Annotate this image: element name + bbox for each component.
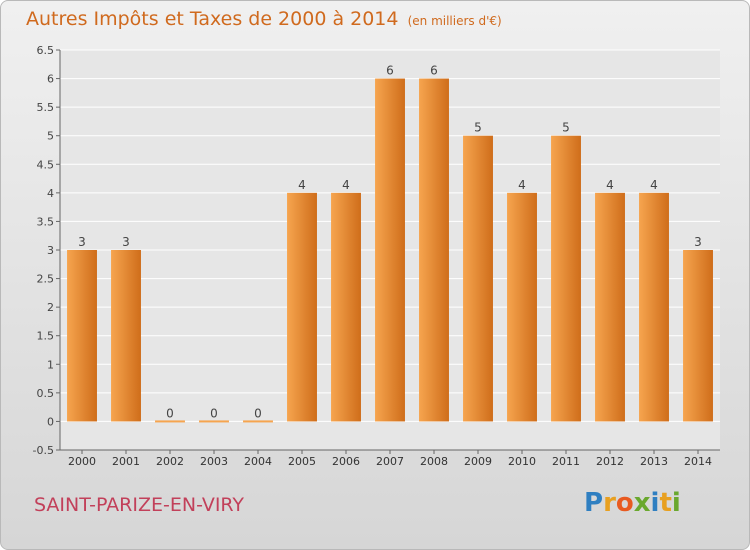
bar-value-label: 4 [342,178,350,192]
x-tick-label: 2012 [596,455,624,468]
y-tick-label: 1.5 [37,330,55,343]
bar [375,78,405,422]
bar-value-label: 0 [210,406,218,420]
bar [419,78,449,422]
bar-value-label: 4 [518,178,526,192]
x-tick-label: 2003 [200,455,228,468]
bar [199,420,229,423]
bar-value-label: 3 [122,235,130,249]
bar-value-label: 3 [78,235,86,249]
bar-value-label: 4 [650,178,658,192]
x-tick-label: 2008 [420,455,448,468]
x-tick-label: 2014 [684,455,712,468]
logo-letter: i [671,488,681,518]
bar-value-label: 0 [254,406,262,420]
bar-value-label: 4 [606,178,614,192]
logo-letter: o [615,488,634,518]
x-tick-label: 2002 [156,455,184,468]
bar [331,192,361,422]
logo-letter: r [603,488,616,518]
bar [551,135,581,422]
bar [155,420,185,423]
bar [243,420,273,423]
bar-layer [67,78,713,423]
chart-title-block: Autres Impôts et Taxes de 2000 à 2014 (e… [26,8,502,30]
logo-letter: i [650,488,660,518]
bar-value-label: 5 [474,121,482,135]
x-tick-label: 2007 [376,455,404,468]
bar [595,192,625,422]
logo-letter: t [659,488,672,518]
y-tick-label: 5.5 [37,101,55,114]
bar [639,192,669,422]
x-tick-label: 2005 [288,455,316,468]
x-tick-label: 2004 [244,455,272,468]
bar-value-label: 4 [298,178,306,192]
x-tick-label: 2001 [112,455,140,468]
proxiti-logo[interactable]: Proxiti [584,488,681,518]
x-tick-label: 2010 [508,455,536,468]
x-tick-label: 2011 [552,455,580,468]
bar-value-label: 6 [386,64,394,78]
bar-value-label: 3 [694,235,702,249]
bar-value-label: 6 [430,64,438,78]
x-tick-label: 2000 [68,455,96,468]
y-tick-label: 3 [47,244,54,257]
y-tick-label: 4 [47,187,54,200]
bar-value-label: 0 [166,406,174,420]
x-tick-label: 2013 [640,455,668,468]
bar [463,135,493,422]
x-tick-label: 2006 [332,455,360,468]
y-tick-label: 1 [47,358,54,371]
y-tick-label: 5 [47,130,54,143]
axis-layer: -0.5 0 0.5 1 1.5 2 2.5 3 3.5 4 4.5 5 5.5 6 6.5 2000 2001… [33,44,720,468]
bar [507,192,537,422]
bar-value-label: 5 [562,121,570,135]
chart-title: Autres Impôts et Taxes de 2000 à 2014 [26,8,399,30]
label-layer: 3 3 0 0 0 4 4 6 6 5 4 5 4 4 3 [78,64,702,421]
y-tick-label: -0.5 [33,444,54,457]
chart-subtitle: (en milliers d'€) [407,14,502,28]
y-tick-label: 6 [47,73,54,86]
y-tick-label: 4.5 [37,158,55,171]
bar [287,192,317,422]
logo-letter: P [584,488,604,518]
y-tick-label: 2 [47,301,54,314]
y-tick-label: 0.5 [37,387,55,400]
logo-letter: x [633,488,651,518]
y-tick-label: 2.5 [37,273,55,286]
y-tick-label: 0 [47,415,54,428]
bar [67,250,97,422]
y-tick-label: 3.5 [37,215,55,228]
y-tick-label: 6.5 [37,44,55,57]
commune-name: SAINT-PARIZE-EN-VIRY [34,494,245,516]
x-tick-label: 2009 [464,455,492,468]
bar [111,250,141,422]
bar [683,250,713,422]
